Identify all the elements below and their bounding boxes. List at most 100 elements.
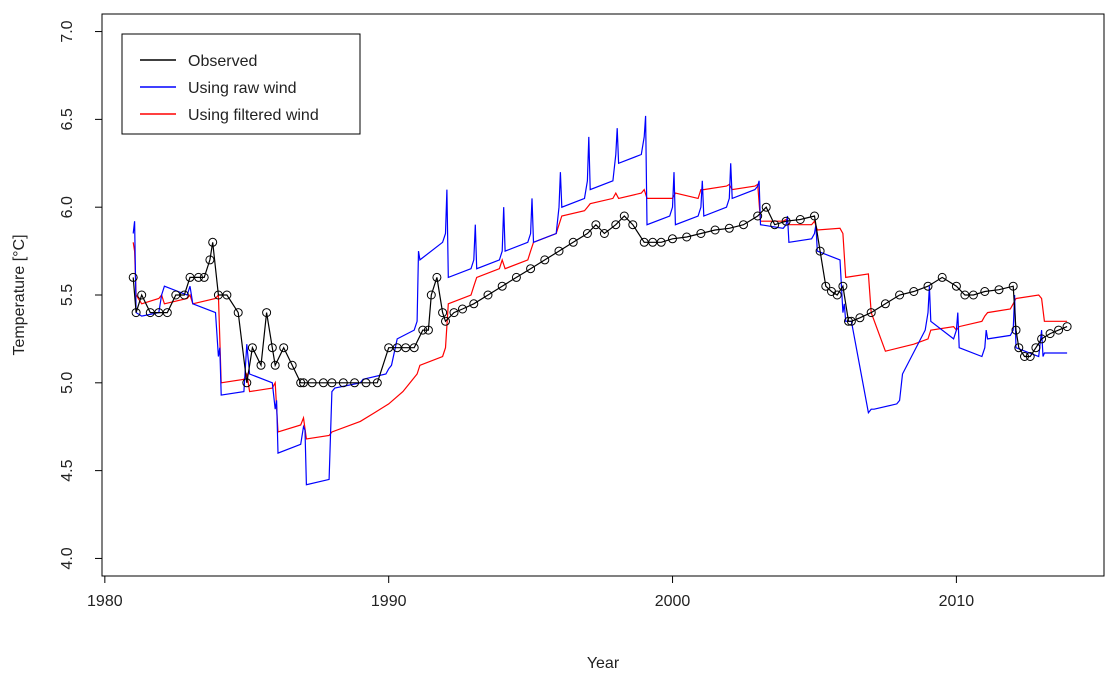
observed-point [350,378,360,388]
observed-point [497,281,507,291]
observed-point [568,237,578,247]
observed-point [710,225,720,235]
observed-point [262,308,272,318]
observed-point [137,290,147,300]
x-tick-label: 1990 [371,593,407,610]
y-axis-label: Temperature [°C] [11,234,28,355]
observed-point [409,343,419,353]
legend-label-raw-wind: Using raw wind [188,80,296,97]
observed-point [423,325,433,335]
observed-point [844,316,853,326]
observed-point [511,272,521,282]
observed-point [994,285,1004,295]
observed-point [327,378,337,388]
legend-label-filtered-wind: Using filtered wind [188,107,319,124]
observed-point [611,220,621,230]
observed-point [287,360,297,370]
observed-point [233,308,243,318]
y-tick-label: 5.0 [59,372,76,394]
observed-point [267,343,277,353]
legend-box [121,33,361,135]
observed-point [770,220,780,230]
observed-point [1008,281,1018,291]
observed-point [1014,343,1024,353]
observed-point [441,316,450,326]
observed-point [162,308,172,318]
observed-point [208,237,218,247]
observed-point [222,290,232,300]
observed-point [270,360,280,370]
observed-point [846,316,856,326]
observed-point [554,246,564,256]
observed-point [739,220,748,230]
observed-point [1031,343,1041,353]
observed-point [619,211,629,221]
observed-point [599,229,609,238]
observed-point [668,234,677,244]
x-tick-label: 2000 [655,593,691,610]
observed-point [296,378,306,388]
observed-point [194,272,203,282]
observed-point [361,378,371,388]
observed-point [582,229,592,238]
observed-point [761,202,771,212]
observed-point [923,281,933,291]
observed-point [815,246,825,256]
observed-point [299,378,308,388]
observed-point [656,237,666,247]
observed-point [469,299,479,309]
observed-point [279,343,289,353]
observed-point [438,308,448,318]
observed-point [256,360,266,370]
y-tick-label: 6.0 [59,196,76,218]
y-tick-label: 7.0 [59,20,76,42]
observed-point [1054,325,1064,335]
observed-point [937,272,947,282]
observed-point [179,290,189,300]
observed-point [628,220,638,230]
observed-point [821,281,831,291]
x-tick-label: 2010 [939,593,975,610]
observed-point [483,290,493,300]
observed-point [526,264,536,274]
observed-point [951,281,961,291]
y-tick-label: 4.5 [59,459,76,481]
y-tick-label: 4.0 [59,547,76,569]
x-axis-label: Year [587,655,620,672]
x-tick-label: 1980 [87,593,123,610]
observed-point [832,290,842,300]
observed-point [855,313,865,323]
observed-point [418,325,428,335]
observed-point [753,211,763,221]
observed-point [131,308,141,318]
y-tick-label: 5.5 [59,284,76,306]
observed-point [205,255,215,265]
observed-point [338,378,348,388]
observed-point [696,229,706,238]
observed-point [895,290,905,300]
observed-point [968,290,978,300]
y-tick-label: 6.5 [59,108,76,130]
observed-point [724,223,734,233]
observed-point [242,378,252,388]
observed-point [449,308,459,318]
observed-point [307,378,317,388]
observed-point [980,287,990,296]
observed-point [372,378,382,388]
observed-point [199,272,209,282]
series-line-using-filtered-wind [132,183,1068,440]
series-line-observed [132,206,1068,384]
observed-point [795,215,805,224]
observed-point [591,220,601,230]
observed-point [866,308,876,318]
observed-point [458,304,467,314]
series-layer [128,115,1072,486]
observed-point [426,290,436,300]
observed-point [1037,334,1047,344]
observed-point [247,343,257,353]
observed-point [1062,322,1072,332]
observed-point [909,287,919,296]
observed-point [1025,352,1035,361]
axes: 1980 1990 2000 2010 4.0 4.5 5.0 5.5 6.0 6.5 7.0 [59,20,974,610]
